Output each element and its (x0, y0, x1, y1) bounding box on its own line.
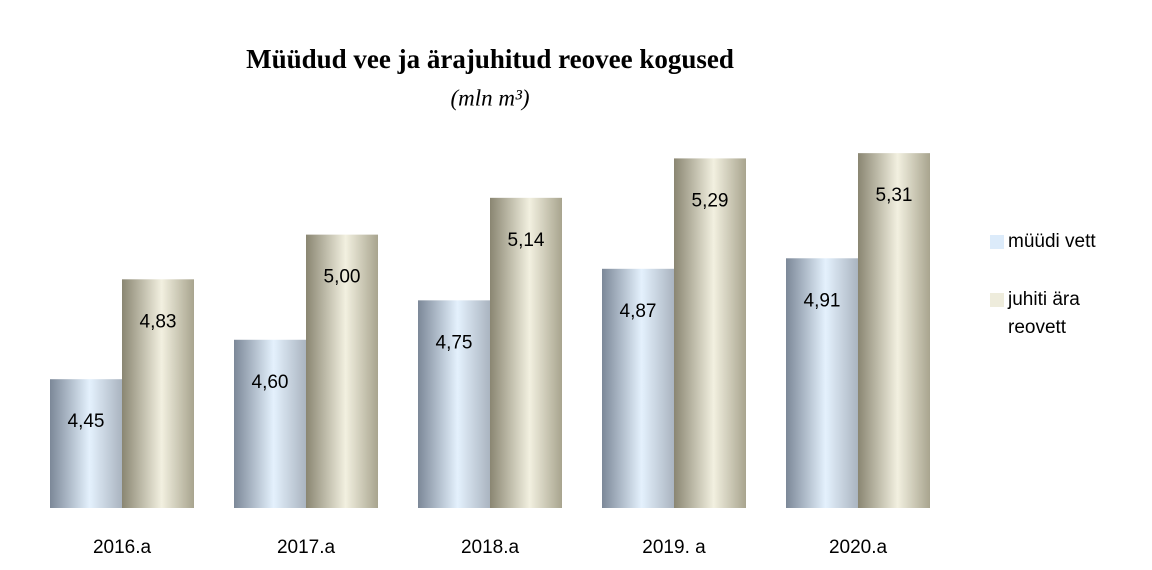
data-label: 5,29 (692, 190, 729, 211)
data-label: 4,91 (804, 290, 841, 311)
data-label: 4,60 (252, 372, 289, 393)
data-label: 4,83 (140, 311, 177, 332)
data-label: 5,00 (324, 267, 361, 288)
data-label: 4,87 (620, 301, 657, 322)
legend-label: juhiti ära reovett (1008, 289, 1080, 338)
bar (50, 379, 122, 508)
x-tick-label: 2018.a (461, 537, 520, 558)
legend-entry: juhiti ära reovett (990, 286, 1120, 342)
bar (786, 258, 858, 508)
x-tick-label: 2020.a (829, 537, 888, 558)
bar (234, 339, 306, 508)
data-label: 4,45 (68, 411, 105, 432)
legend-label: müüdi vett (1008, 231, 1096, 252)
bar (490, 197, 562, 509)
legend-swatch (990, 235, 1004, 249)
bar (674, 158, 746, 508)
data-label: 5,31 (876, 185, 913, 206)
x-tick-label: 2016.a (93, 537, 152, 558)
bar (418, 300, 490, 508)
chart-subtitle: (mln m³) (450, 85, 529, 110)
legend: müüdi vett juhiti ära reovett (990, 228, 1120, 372)
legend-swatch (990, 293, 1004, 307)
x-tick-label: 2019. a (642, 537, 706, 558)
bar (602, 268, 674, 508)
legend-entry: müüdi vett (990, 228, 1120, 256)
bar (306, 234, 378, 508)
chart-title: Müüdud vee ja ärajuhitud reovee kogused (246, 44, 734, 74)
bar (122, 279, 194, 508)
data-label: 5,14 (508, 230, 545, 251)
x-tick-label: 2017.a (277, 537, 336, 558)
data-label: 4,75 (436, 332, 473, 353)
bar (858, 153, 930, 508)
